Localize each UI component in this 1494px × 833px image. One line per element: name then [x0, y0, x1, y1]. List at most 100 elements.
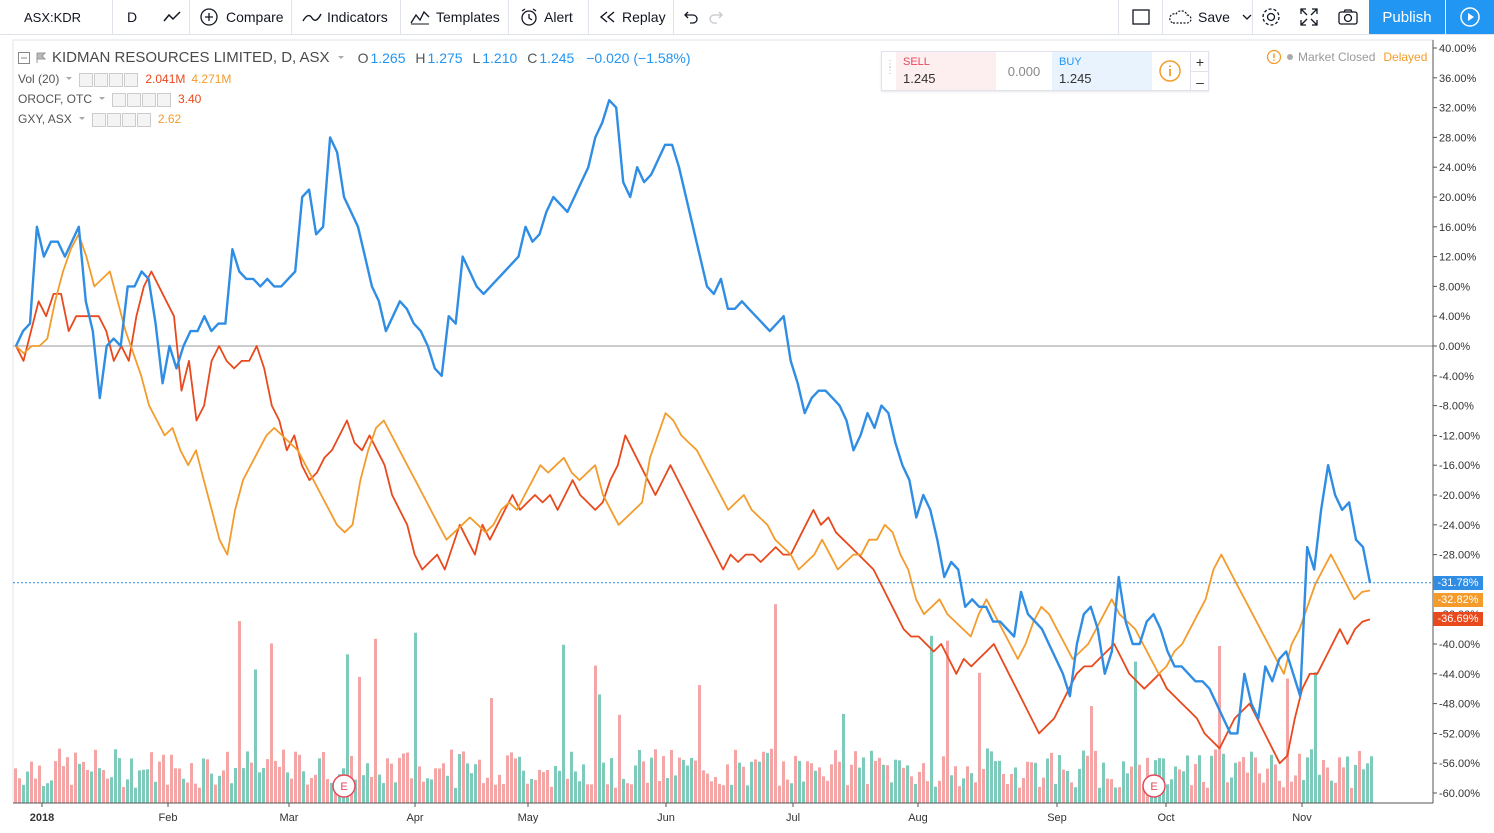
volume-bar: [486, 777, 489, 803]
toolbar-divider: [508, 0, 509, 34]
volume-bar: [1206, 787, 1209, 803]
legend-action-buttons[interactable]: [112, 92, 172, 107]
delayed-text: Delayed: [1383, 50, 1428, 64]
y-tick-label: 16.00%: [1439, 222, 1477, 234]
collapse-legend-icon[interactable]: [18, 51, 30, 64]
volume-bar: [774, 604, 777, 803]
volume-bar: [590, 784, 593, 803]
interval-button[interactable]: D: [127, 9, 138, 25]
status-dot-icon: [1287, 54, 1293, 60]
volume-bar: [1034, 762, 1037, 803]
volume-bar: [974, 782, 977, 803]
volume-bar: [1018, 787, 1021, 803]
gxy-series-line: [15, 233, 1371, 675]
redo-button[interactable]: [708, 0, 726, 34]
volume-bar: [594, 665, 597, 803]
volume-bar: [638, 750, 641, 803]
zoom-in-button[interactable]: +: [1190, 52, 1209, 71]
volume-bar: [326, 779, 329, 803]
info-button[interactable]: [1158, 59, 1182, 88]
legend-action-buttons[interactable]: [79, 72, 139, 87]
volume-bar: [954, 766, 957, 803]
stream-button[interactable]: [1446, 0, 1494, 34]
publish-button[interactable]: Publish: [1369, 0, 1445, 34]
chevron-down-icon[interactable]: [98, 95, 106, 103]
orocf-legend[interactable]: OROCF, OTC 3.40: [18, 92, 201, 107]
symbol-search[interactable]: ASX:KDR: [24, 9, 82, 25]
gear-icon: [94, 72, 109, 87]
layout-button[interactable]: [1131, 0, 1151, 34]
x-tick-label: Aug: [908, 812, 928, 824]
volume-bar: [322, 751, 325, 803]
volume-bar: [542, 772, 545, 803]
undo-icon: [684, 11, 698, 24]
volume-bar: [1010, 773, 1013, 803]
volume-bar: [970, 773, 973, 803]
y-tick-label: -52.00%: [1439, 728, 1480, 740]
chevron-down-icon[interactable]: [336, 53, 346, 63]
replay-button[interactable]: Replay: [598, 0, 666, 34]
volume-bar: [738, 762, 741, 803]
x-tick-label: Nov: [1292, 812, 1312, 824]
snapshot-button[interactable]: [1337, 0, 1359, 34]
orocf-value: 3.40: [178, 92, 202, 107]
volume-bar: [842, 713, 845, 803]
alert-button[interactable]: Alert: [519, 0, 573, 34]
compare-button[interactable]: Compare: [200, 0, 284, 34]
main-series-legend: KIDMAN RESOURCES LIMITED, D, ASX O 1.265 …: [18, 49, 691, 66]
zoom-out-button[interactable]: –: [1190, 71, 1209, 91]
legend-action-buttons[interactable]: [91, 112, 152, 127]
buy-button[interactable]: BUY 1.245: [1052, 52, 1152, 90]
close-icon: [136, 112, 151, 127]
chart-type-button[interactable]: [162, 0, 182, 34]
plus-icon: [109, 72, 124, 87]
volume-bar: [390, 763, 393, 803]
volume-bar: [854, 751, 857, 803]
drag-handle[interactable]: ⋮ ⋮: [885, 59, 895, 76]
volume-bar: [818, 767, 821, 803]
volume-bar: [94, 749, 97, 803]
templates-button[interactable]: Templates: [410, 0, 500, 34]
sell-button[interactable]: SELL 1.245: [896, 52, 996, 90]
volume-bar: [182, 778, 185, 803]
alert-label: Alert: [544, 9, 573, 25]
eye-icon: [112, 92, 126, 107]
volume-bar: [286, 772, 289, 803]
fullscreen-button[interactable]: [1299, 0, 1319, 34]
gxy-legend[interactable]: GXY, ASX 2.62: [18, 112, 181, 127]
volume-bar: [426, 778, 429, 803]
volume-bar: [718, 783, 721, 803]
toolbar-divider: [1118, 0, 1119, 34]
undo-button[interactable]: [681, 0, 699, 34]
settings-button[interactable]: [1260, 0, 1282, 34]
chevron-down-icon[interactable]: [78, 115, 86, 123]
high-label: H: [415, 49, 426, 66]
volume-bar: [1286, 678, 1289, 803]
volume-bar: [1106, 778, 1109, 803]
volume-bar: [118, 758, 121, 803]
y-tick-label: -4.00%: [1439, 371, 1474, 383]
volume-bar: [742, 766, 745, 803]
volume-bar: [1062, 769, 1065, 803]
volume-bar: [82, 761, 85, 803]
volume-legend[interactable]: Vol (20) 2.041M 4.271M: [18, 72, 231, 87]
volume-bar: [1266, 768, 1269, 803]
trading-panel: ⋮ ⋮ SELL 1.245 0.000 BUY 1.245 + –: [881, 51, 1209, 91]
volume-bar: [1330, 780, 1333, 803]
volume-bar: [194, 783, 197, 803]
flag-icon[interactable]: [36, 52, 46, 64]
volume-bar: [1026, 761, 1029, 803]
volume-bar: [1082, 750, 1085, 803]
earnings-marker-label: E: [1150, 781, 1157, 793]
volume-bar: [66, 757, 69, 803]
volume-bar: [778, 785, 781, 803]
volume-bar: [38, 765, 41, 803]
volume-bar: [334, 786, 337, 803]
indicators-button[interactable]: Indicators: [302, 0, 388, 34]
volume-bar: [314, 774, 317, 803]
chevron-down-icon[interactable]: [65, 75, 73, 83]
volume-bar: [42, 785, 45, 803]
save-button[interactable]: Save: [1167, 0, 1254, 34]
volume-bar: [1278, 780, 1281, 803]
